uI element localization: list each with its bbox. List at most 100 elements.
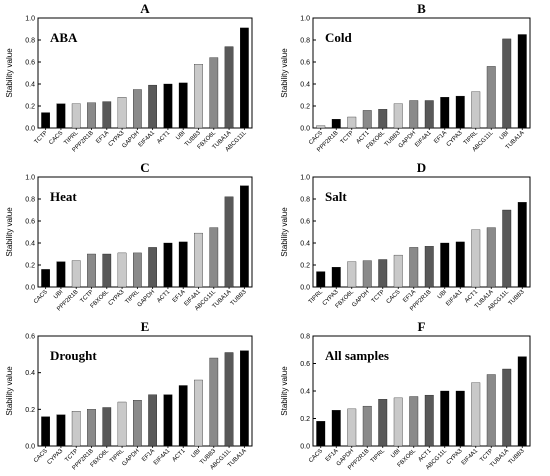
y-tick-label: 0.2 bbox=[300, 416, 310, 423]
bar-tiprl bbox=[471, 91, 481, 129]
bar-fbxo6l bbox=[102, 253, 112, 288]
x-category-label: GAPDH bbox=[351, 289, 370, 308]
x-category-label: UBI bbox=[437, 289, 449, 301]
bar-ubi bbox=[502, 38, 512, 129]
bar-eif4a1 bbox=[455, 241, 465, 288]
panel-letter: E bbox=[141, 319, 150, 334]
x-category-label: UBI bbox=[390, 448, 402, 460]
bar-eif4a1 bbox=[148, 84, 157, 129]
bar-tiprl bbox=[133, 252, 142, 288]
bar-eif4a1 bbox=[424, 100, 434, 129]
y-tick-label: 0.2 bbox=[300, 104, 310, 111]
bar-abcg11l bbox=[502, 209, 512, 288]
y-tick-label: 0.6 bbox=[300, 60, 310, 67]
bar-ppp2r1b bbox=[71, 260, 81, 288]
y-axis-label: Stability value bbox=[280, 48, 289, 98]
chart-title: All samples bbox=[325, 348, 389, 363]
bar-ef1a bbox=[102, 101, 112, 129]
x-category-label: CYPA3 bbox=[46, 448, 64, 466]
y-tick-label: 0.4 bbox=[25, 370, 35, 377]
y-tick-label: 0.4 bbox=[25, 241, 35, 248]
y-axis-label: Stability value bbox=[280, 207, 289, 257]
x-category-label: CACS bbox=[386, 289, 402, 305]
y-tick-label: 0.0 bbox=[300, 285, 310, 292]
chart-title: ABA bbox=[50, 30, 78, 45]
bar-tctp bbox=[71, 411, 81, 447]
bar-ef1a bbox=[440, 97, 450, 129]
chart-panel-f: F All samples Stability value 0.0 0.2 0.4 0.6 0… bbox=[280, 319, 531, 472]
y-tick-label: 0.4 bbox=[25, 82, 35, 89]
y-tick-label: 1.0 bbox=[300, 16, 310, 23]
y-tick-label: 0.6 bbox=[25, 60, 35, 67]
bar-cacs bbox=[56, 103, 66, 129]
bar-abcg11l bbox=[209, 227, 219, 288]
x-category-label: ACT1 bbox=[172, 448, 188, 464]
y-tick-label: 0.6 bbox=[300, 219, 310, 226]
x-category-label: TCTP bbox=[34, 130, 49, 145]
bar-tubb3 bbox=[194, 64, 203, 129]
bar-abcg11l bbox=[486, 66, 496, 129]
bar-ubi bbox=[393, 397, 403, 447]
x-category-label: ACT1 bbox=[156, 289, 172, 305]
bar-tuba1a bbox=[240, 350, 249, 447]
bar-act1 bbox=[424, 394, 434, 447]
x-category-label: CYPA3 bbox=[108, 289, 126, 307]
y-tick-label: 1.0 bbox=[25, 175, 35, 182]
y-tick-label: 1.0 bbox=[25, 16, 35, 23]
x-category-label: UBI bbox=[191, 448, 203, 460]
plot-frame bbox=[312, 17, 531, 129]
bar-tiprl bbox=[117, 401, 127, 447]
bar-fbxo6l bbox=[378, 109, 388, 129]
y-tick-label: 0.0 bbox=[300, 444, 310, 451]
bar-eif4a1 bbox=[471, 382, 481, 447]
x-category-label: UBI bbox=[499, 130, 511, 142]
bar-tubb3 bbox=[517, 356, 527, 447]
bar-tctp bbox=[347, 116, 357, 129]
bar-eif4a1 bbox=[194, 232, 203, 288]
y-tick-label: 0.2 bbox=[300, 263, 310, 270]
bar-eif4a1 bbox=[163, 394, 173, 447]
x-category-label: GAPDH bbox=[398, 130, 417, 149]
plot-frame bbox=[37, 335, 253, 447]
panel-letter: B bbox=[417, 1, 426, 16]
bar-ef1a bbox=[409, 247, 419, 288]
bar-ubi bbox=[440, 242, 450, 288]
bar-ubi bbox=[178, 82, 188, 129]
x-category-label: TCTP bbox=[340, 130, 355, 145]
bar-tiprl bbox=[378, 399, 388, 447]
bar-ubi bbox=[194, 379, 203, 447]
bar-ef1a bbox=[148, 394, 157, 447]
chart-title: Cold bbox=[325, 30, 353, 45]
x-category-label: CACS bbox=[308, 448, 324, 464]
y-tick-label: 1.0 bbox=[300, 175, 310, 182]
y-tick-label: 0.2 bbox=[25, 104, 35, 111]
bar-tiprl bbox=[71, 103, 81, 129]
bar-tctp bbox=[486, 374, 496, 447]
bar-ppp2r1b bbox=[87, 409, 96, 447]
bar-cacs bbox=[41, 416, 50, 447]
chart-title: Drought bbox=[50, 348, 97, 363]
bar-tuba1a bbox=[486, 227, 496, 288]
panel-letter: A bbox=[140, 1, 150, 16]
y-axis-label: Stability value bbox=[280, 366, 289, 416]
bar-fbxo6l bbox=[409, 396, 419, 447]
bar-act1 bbox=[163, 83, 173, 129]
bar-tuba1a bbox=[224, 196, 234, 288]
bar-gapdh bbox=[133, 400, 142, 447]
bar-abcg11l bbox=[440, 390, 450, 447]
x-category-label: UBI bbox=[53, 289, 65, 301]
bar-cypa3 bbox=[56, 414, 66, 447]
plot-frame bbox=[37, 176, 253, 288]
bar-tubb3 bbox=[240, 185, 249, 288]
bar-gapdh bbox=[148, 247, 157, 288]
bar-ef1a bbox=[331, 410, 341, 447]
x-category-label: UBI bbox=[175, 130, 187, 142]
bar-ubi bbox=[56, 261, 66, 288]
chart-title: Heat bbox=[50, 189, 77, 204]
x-category-label: TIPRL bbox=[370, 448, 387, 465]
x-category-label: ACT1 bbox=[156, 130, 172, 146]
y-tick-label: 0.2 bbox=[25, 263, 35, 270]
